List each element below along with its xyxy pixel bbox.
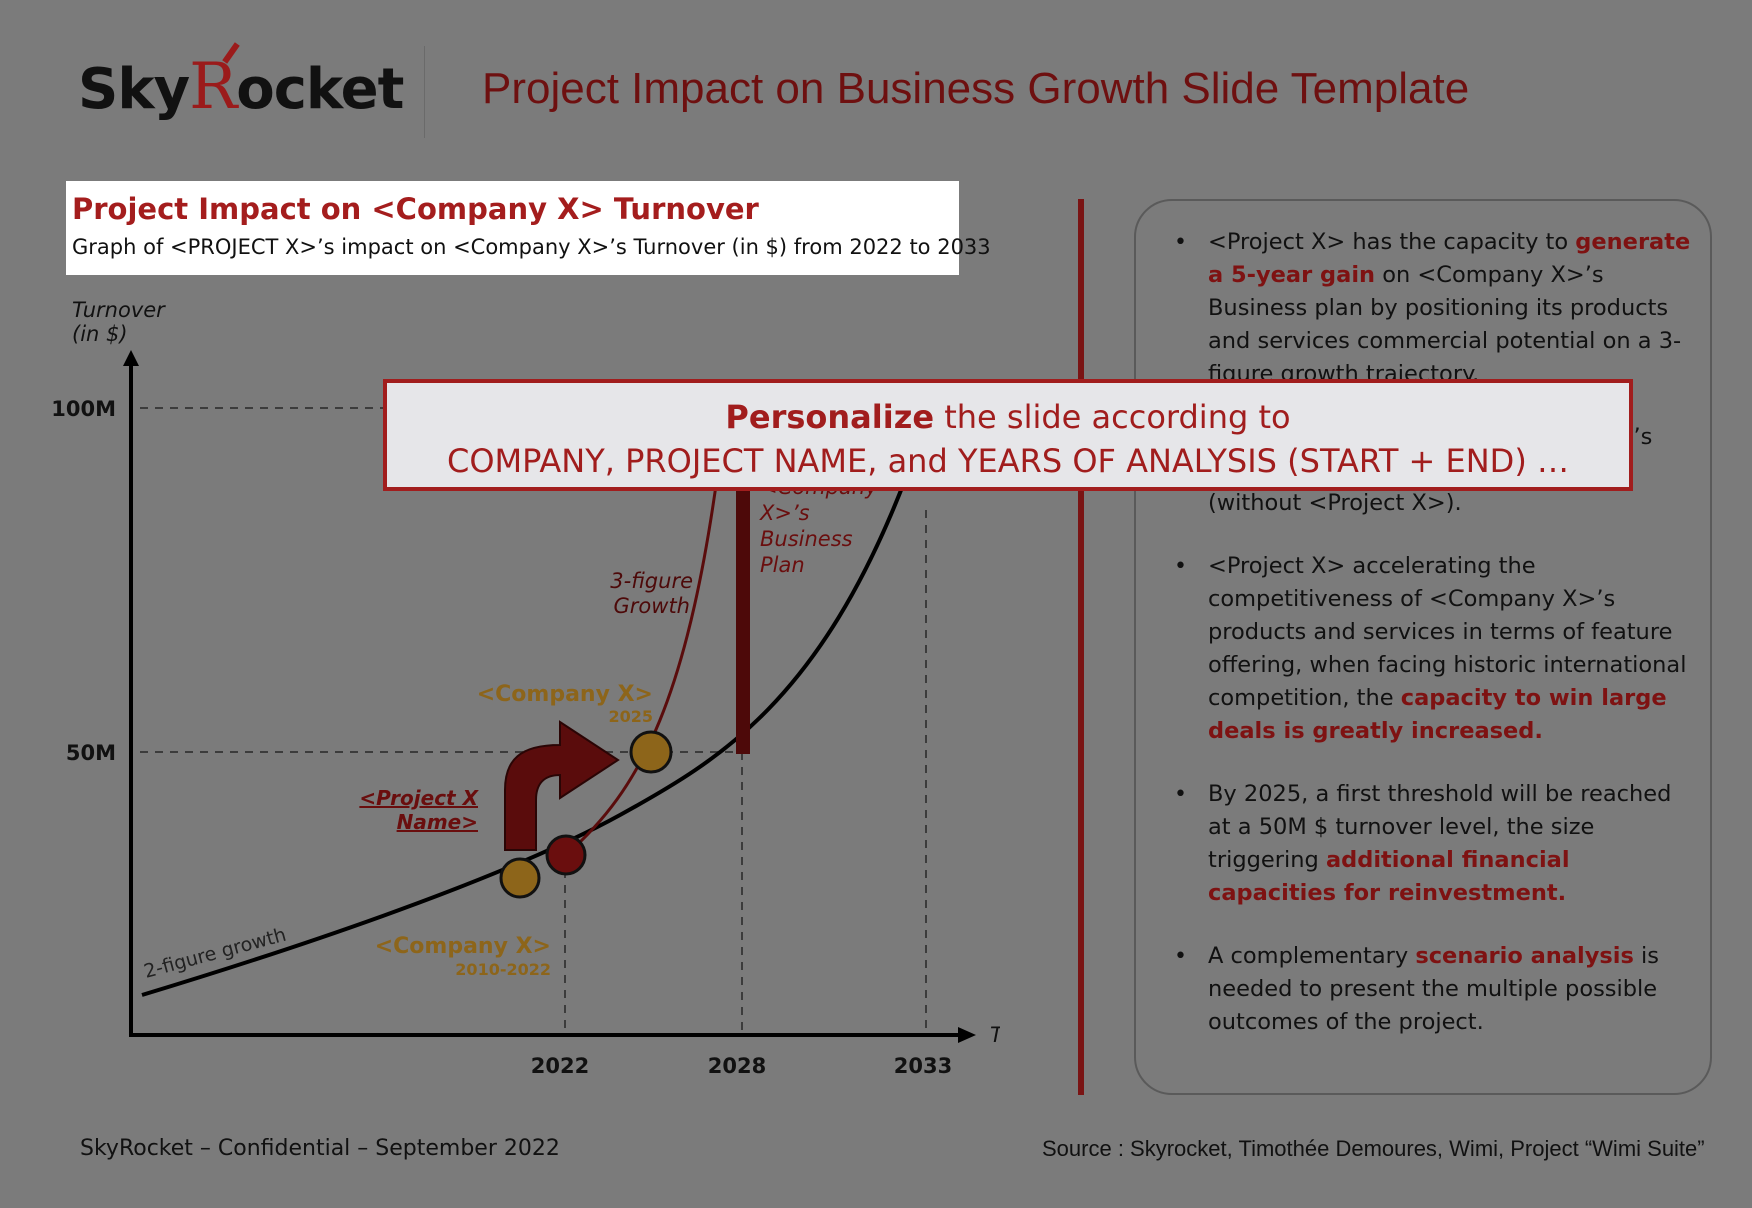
x-tick-2028: 2028 (708, 1054, 766, 1078)
x-tick-2022: 2022 (531, 1054, 589, 1078)
chart-title-box (66, 181, 959, 275)
y-axis-label-line1: Turnover (72, 298, 166, 322)
label-company-2025-year: 2025 (608, 707, 653, 726)
y-axis-label-line2: (in $) (72, 322, 128, 346)
personalize-callout: Personalize the slide according to COMPA… (383, 379, 1633, 491)
callout-line1: the slide according to (934, 398, 1291, 436)
project-jump-arrow (504, 720, 620, 851)
growth-diagram: Turnover (in $) Time 100M 50M 2022 2028 … (51, 298, 1000, 1078)
chart-title: Project Impact on <Company X> Turnover (72, 192, 759, 226)
x-tick-2033: 2033 (894, 1054, 952, 1078)
bullet-4: By 2025, a first threshold will be reach… (1172, 778, 1692, 910)
label-bp-line4: Plan (760, 553, 805, 577)
label-project-line2: Name> (397, 810, 478, 834)
bullet-1: <Project X> has the capacity to generate… (1172, 226, 1692, 391)
curve-2-figure-growth (141, 479, 907, 997)
footer-source: Source : Skyrocket, Timothée Demoures, W… (1042, 1136, 1705, 1161)
x-axis-label: Time (990, 1023, 1000, 1047)
bullet-list: <Project X> has the capacity to generate… (1172, 226, 1692, 1069)
label-company-2025: <Company X> (477, 682, 653, 707)
marker-project-2022 (545, 834, 587, 876)
marker-company-2025 (629, 730, 673, 774)
callout-bold: Personalize (725, 398, 935, 436)
label-company-hist: <Company X> (375, 934, 551, 959)
label-3-figure-line2: Growth (614, 594, 690, 618)
y-axis-arrow (123, 350, 139, 366)
label-project-line1: <Project X (359, 786, 479, 810)
label-company-hist-years: 2010-2022 (455, 960, 551, 979)
vertical-separator (1078, 199, 1084, 1095)
label-bp-line2: X>’s (759, 501, 810, 525)
label-bp-line3: Business (760, 527, 853, 551)
bullet-3: <Project X> accelerating the competitive… (1172, 550, 1692, 748)
marker-company-2010-2022 (499, 857, 541, 899)
bullets-panel (1134, 199, 1712, 1095)
y-tick-100m: 100M (51, 397, 116, 421)
skyrocket-logo: SkyRocket (78, 50, 404, 124)
x-axis-arrow (958, 1027, 976, 1043)
curve-3-figure-growth (565, 439, 724, 857)
page-title: Project Impact on Business Growth Slide … (482, 64, 1470, 113)
business-plan-bar (736, 470, 750, 754)
header-divider (424, 46, 425, 138)
label-3-figure-line1: 3-figure (610, 569, 693, 593)
chart-subtitle: Graph of <PROJECT X>’s impact on <Compan… (72, 235, 991, 259)
bullet-5: A complementary scenario analysis is nee… (1172, 940, 1692, 1039)
callout-line2: COMPANY, PROJECT NAME, and YEARS OF ANAL… (447, 442, 1569, 480)
y-tick-50m: 50M (66, 741, 116, 765)
footer-confidential: SkyRocket – Confidential – September 202… (80, 1136, 560, 1161)
